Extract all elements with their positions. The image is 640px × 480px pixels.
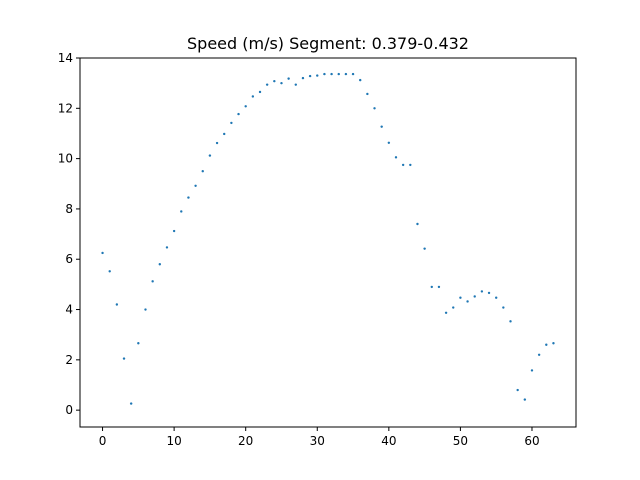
y-tick-label: 14 — [58, 51, 73, 65]
data-point — [301, 76, 305, 80]
data-point — [337, 72, 340, 76]
data-point — [495, 296, 498, 299]
data-point — [151, 280, 154, 283]
data-point — [466, 300, 469, 303]
data-point — [215, 141, 219, 145]
data-point — [158, 263, 161, 266]
data-point — [387, 141, 391, 144]
data-point — [480, 290, 484, 293]
data-point — [373, 107, 376, 110]
data-point — [459, 296, 462, 299]
data-point — [122, 357, 126, 360]
data-point — [487, 291, 491, 295]
data-point — [316, 74, 319, 77]
y-tick-label: 6 — [65, 252, 73, 266]
x-tick-label: 60 — [524, 434, 539, 448]
data-point — [545, 343, 548, 346]
data-point — [323, 72, 326, 76]
scatter-points — [101, 72, 555, 405]
data-point — [194, 184, 197, 187]
data-point — [330, 72, 333, 76]
data-point — [416, 222, 419, 226]
data-point — [530, 369, 534, 372]
data-point — [273, 79, 276, 83]
data-point — [401, 163, 405, 167]
x-tick-label: 0 — [99, 434, 107, 448]
data-point — [366, 92, 369, 96]
data-point — [165, 246, 169, 249]
data-point — [523, 398, 527, 401]
data-point — [423, 247, 426, 250]
data-point — [172, 229, 176, 233]
data-point — [280, 81, 283, 85]
data-point — [258, 90, 262, 94]
y-axis-ticks: 0 2 4 6 8 10 12 14 — [58, 51, 80, 417]
plot-frame — [79, 57, 577, 428]
data-point — [537, 353, 541, 357]
data-point — [287, 77, 290, 80]
data-point — [516, 388, 519, 392]
data-point — [380, 125, 383, 128]
data-point — [115, 303, 119, 306]
data-point — [437, 285, 441, 289]
data-point — [144, 308, 147, 311]
data-point — [201, 169, 204, 173]
data-point — [351, 72, 355, 76]
data-point — [251, 95, 255, 98]
y-tick-label: 2 — [65, 353, 73, 367]
data-point — [394, 156, 398, 159]
x-tick-label: 50 — [453, 434, 468, 448]
data-point — [208, 154, 212, 157]
data-point — [502, 306, 505, 309]
data-point — [409, 163, 412, 167]
data-point — [180, 210, 183, 213]
x-axis-ticks: 0 10 20 30 40 50 60 — [99, 427, 540, 448]
x-tick-label: 40 — [381, 434, 396, 448]
data-point — [430, 285, 433, 289]
data-point — [265, 83, 269, 86]
x-tick-label: 20 — [238, 434, 253, 448]
data-point — [187, 196, 190, 199]
chart-title: Speed (m/s) Segment: 0.379-0.432 — [187, 34, 469, 53]
data-point — [444, 311, 448, 314]
data-point — [344, 72, 348, 76]
y-tick-label: 10 — [58, 152, 73, 166]
data-point — [230, 121, 233, 125]
y-tick-label: 0 — [65, 403, 73, 417]
data-point — [137, 342, 140, 345]
data-point — [552, 342, 555, 345]
data-point — [101, 251, 104, 255]
data-point — [509, 320, 512, 323]
data-point — [452, 306, 455, 309]
data-point — [223, 132, 226, 136]
data-point — [359, 78, 362, 82]
data-point — [308, 74, 312, 78]
data-point — [108, 270, 111, 273]
data-point — [294, 83, 297, 86]
y-tick-label: 8 — [65, 202, 73, 216]
data-point — [129, 402, 133, 405]
x-tick-label: 30 — [310, 434, 325, 448]
data-point — [473, 295, 476, 298]
data-point — [244, 105, 247, 108]
y-tick-label: 12 — [58, 101, 73, 115]
data-point — [237, 112, 240, 116]
x-tick-label: 10 — [166, 434, 181, 448]
y-tick-label: 4 — [65, 303, 73, 317]
